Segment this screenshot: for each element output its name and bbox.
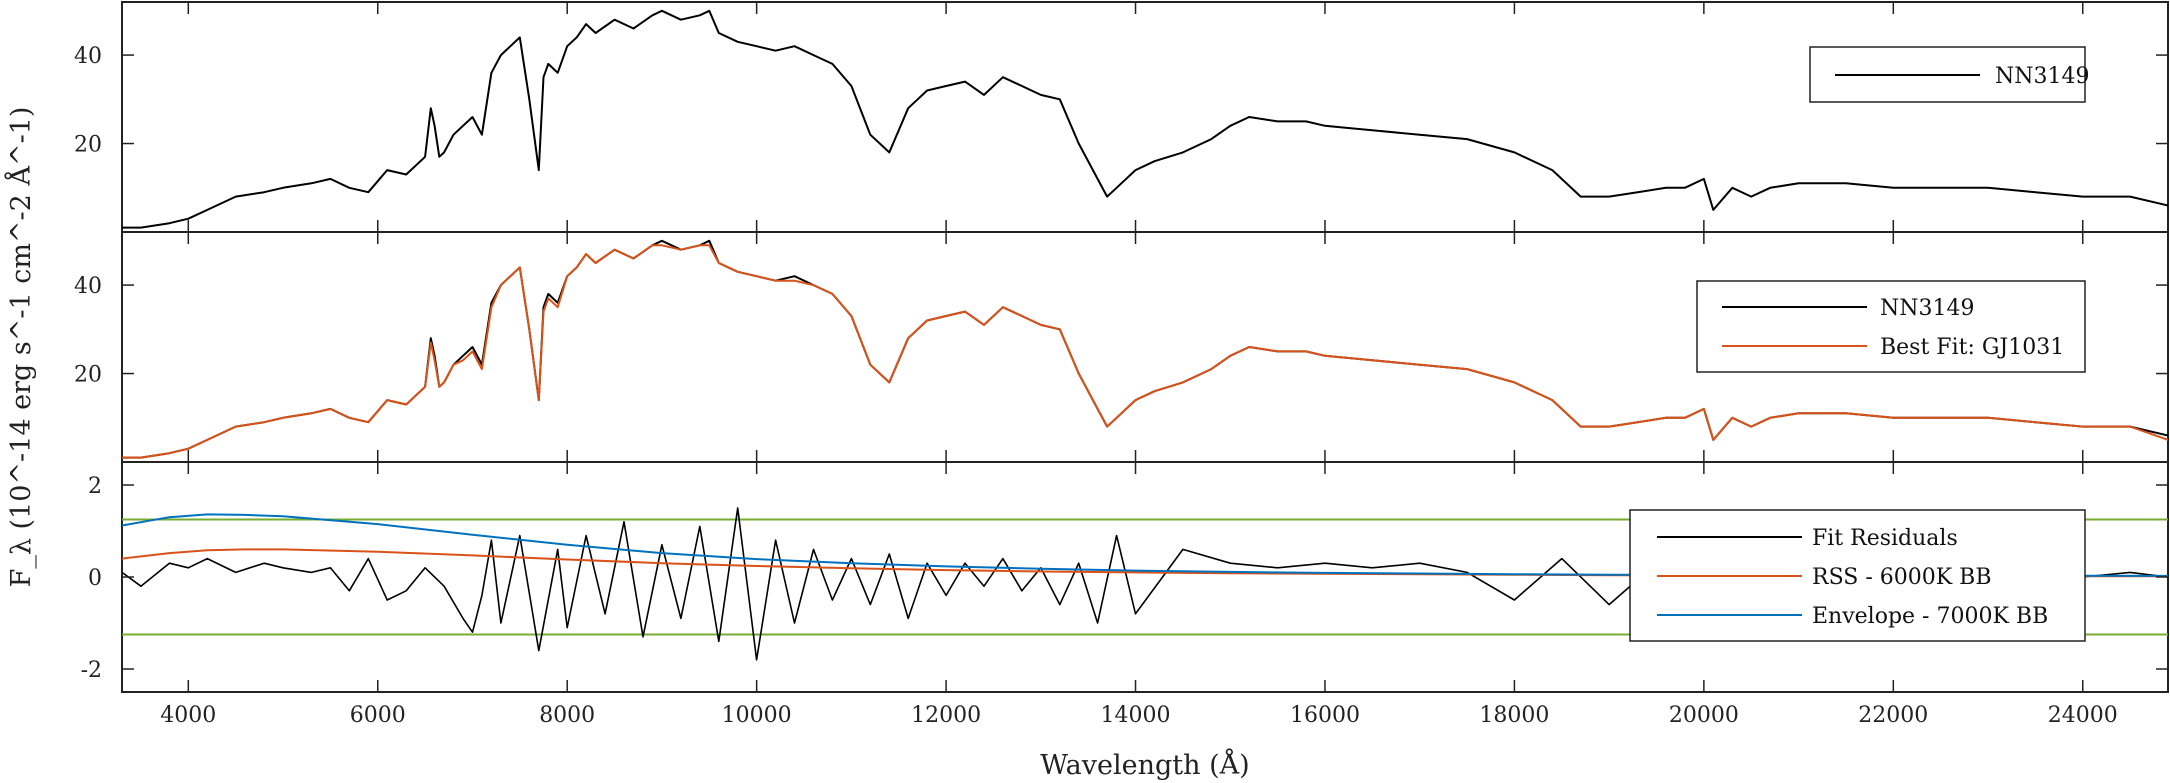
xtick-label-0: 4000	[160, 703, 216, 728]
legend-bottom-label-envelope: Envelope - 7000K BB	[1812, 604, 2048, 629]
series-line-0-0	[122, 9, 2168, 229]
legend-middle-label-nn3149: NN3149	[1880, 296, 1975, 321]
ytick-label-0-1: 40	[74, 44, 102, 69]
ytick-label-1-1: 40	[74, 274, 102, 299]
legend-bottom-label-rss: RSS - 6000K BB	[1812, 565, 1992, 590]
ytick-label-2-1: 0	[88, 566, 102, 591]
series-line-1-1	[122, 244, 2168, 459]
xtick-label-7: 18000	[1479, 703, 1549, 728]
panel-top-plot	[122, 9, 2168, 229]
xtick-label-9: 22000	[1858, 703, 1928, 728]
xtick-label-3: 10000	[722, 703, 792, 728]
legend-bottom: Fit Residuals RSS - 6000K BB Envelope - …	[1629, 509, 2086, 642]
panel-middle-plot	[122, 239, 2168, 459]
legend-top: NN3149	[1809, 46, 2090, 103]
xtick-label-8: 20000	[1669, 703, 1739, 728]
xtick-label-5: 14000	[1101, 703, 1171, 728]
ytick-label-2-0: -2	[81, 658, 102, 683]
ytick-label-0-0: 20	[74, 133, 102, 158]
legend-middle-box	[1696, 280, 2086, 373]
x-axis-label: Wavelength (Å)	[1040, 748, 1249, 781]
legend-middle: NN3149 Best Fit: GJ1031	[1696, 280, 2086, 373]
legend-top-label-nn3149: NN3149	[1995, 64, 2090, 89]
xtick-label-6: 16000	[1290, 703, 1360, 728]
xtick-label-4: 12000	[911, 703, 981, 728]
panel-top-frame	[121, 1, 2169, 233]
y-axis-label: F_λ (10^-14 erg s^-1 cm^-2 Å^-1)	[4, 107, 37, 588]
legend-middle-label-bestfit: Best Fit: GJ1031	[1880, 335, 2064, 360]
xtick-label-2: 8000	[539, 703, 595, 728]
legend-bottom-label-residuals: Fit Residuals	[1812, 526, 1958, 551]
ytick-label-1-0: 20	[74, 363, 102, 388]
xtick-label-10: 24000	[2048, 703, 2118, 728]
xtick-label-1: 6000	[350, 703, 406, 728]
ytick-label-2-2: 2	[88, 474, 102, 499]
